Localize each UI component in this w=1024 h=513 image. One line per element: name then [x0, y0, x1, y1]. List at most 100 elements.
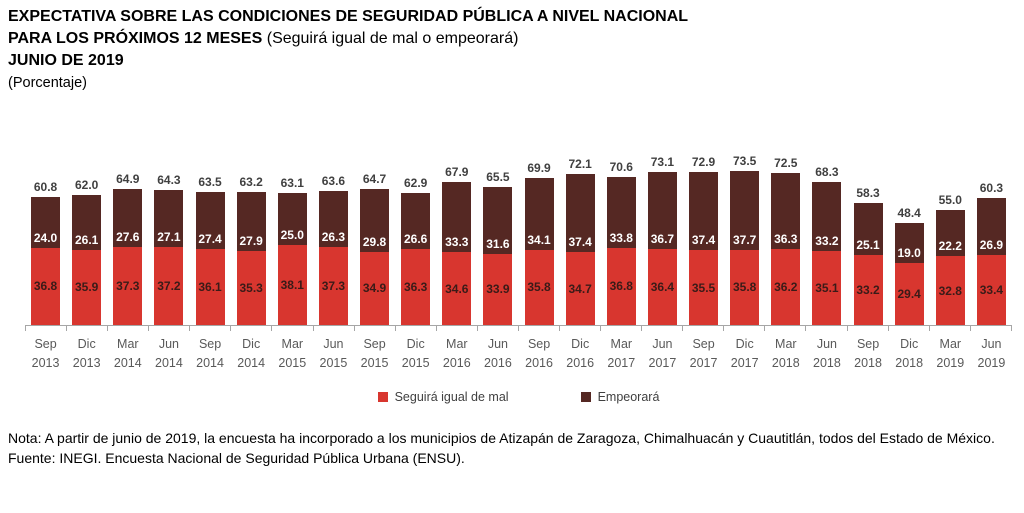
bar-total-label: 70.6 — [609, 159, 633, 174]
x-axis-tick — [272, 326, 314, 331]
bar-value-label-empeorara: 33.2 — [815, 234, 839, 249]
bar-value-label-seguira: 33.4 — [979, 282, 1004, 297]
x-axis-line — [25, 325, 1012, 331]
footnotes: Nota: A partir de junio de 2019, la encu… — [8, 429, 1012, 469]
x-axis-label-year: 2014 — [113, 356, 142, 370]
bar-group: 58.3 25.1 33.2 — [848, 186, 889, 325]
bar-stack: 33.8 36.8 — [606, 176, 636, 325]
bar-group: 73.1 36.7 36.4 — [642, 155, 683, 325]
bar-segment-empeorara: 33.3 — [442, 182, 472, 253]
bar-stack: 27.1 37.2 — [154, 189, 184, 325]
bar-segment-empeorara: 26.9 — [976, 198, 1006, 255]
bar-segment-seguira: 34.6 — [442, 252, 472, 325]
x-axis-label-year: 2013 — [31, 356, 60, 370]
x-axis-tick — [231, 326, 273, 331]
bar-total-label: 65.5 — [486, 170, 510, 185]
title-line-1: EXPECTATIVA SOBRE LAS CONDICIONES DE SEG… — [8, 8, 689, 25]
bar-value-label-empeorara: 26.9 — [979, 237, 1004, 252]
x-axis-label: Jun 2015 — [313, 335, 354, 373]
bar-total-label: 73.5 — [733, 153, 757, 168]
bar-value-label-empeorara: 22.2 — [938, 239, 962, 254]
bar-group: 60.3 26.9 33.4 — [971, 181, 1012, 325]
bar-total-label: 63.1 — [280, 175, 304, 190]
bar-total-label: 68.3 — [815, 164, 839, 179]
bar-value-label-empeorara: 27.6 — [116, 229, 140, 244]
bar-segment-empeorara: 37.7 — [730, 170, 760, 250]
x-axis-label: Sep 2017 — [683, 335, 724, 373]
bar-segment-seguira: 36.3 — [401, 248, 431, 325]
bar-value-label-empeorara: 26.6 — [404, 231, 428, 246]
x-axis-label-year: 2017 — [648, 356, 677, 370]
bar-stack: 26.9 33.4 — [976, 198, 1006, 325]
bar-segment-empeorara: 27.4 — [195, 191, 225, 250]
bar-value-label-seguira: 35.1 — [815, 281, 839, 296]
bar-stack: 22.2 32.8 — [935, 209, 965, 325]
legend-item-seguira: Seguirá igual de mal — [377, 390, 509, 404]
x-axis-label-month: Jun — [323, 337, 344, 351]
bar-stack: 27.9 35.3 — [236, 192, 266, 325]
bar-segment-empeorara: 29.8 — [360, 189, 390, 252]
x-axis-label: Sep 2015 — [354, 335, 395, 373]
bar-value-label-empeorara: 33.3 — [445, 235, 469, 250]
x-axis-label-month: Jun — [981, 337, 1002, 351]
bar-value-label-empeorara: 34.1 — [527, 232, 551, 247]
bar-group: 63.5 27.4 36.1 — [190, 175, 231, 325]
bar-segment-seguira: 34.7 — [565, 252, 595, 325]
x-axis-tick — [67, 326, 109, 331]
bar-value-label-empeorara: 37.4 — [691, 233, 716, 248]
bar-segment-empeorara: 37.4 — [689, 171, 719, 251]
bar-value-label-seguira: 34.7 — [568, 281, 592, 296]
bar-segment-seguira: 36.4 — [647, 248, 677, 325]
x-axis-tick — [108, 326, 150, 331]
bar-segment-seguira: 36.1 — [195, 249, 225, 325]
x-axis-label-month: Jun — [652, 337, 673, 351]
bar-group: 70.6 33.8 36.8 — [601, 160, 642, 325]
legend-label-empeorara: Empeorará — [597, 390, 660, 404]
bar-segment-empeorara: 25.1 — [853, 202, 883, 256]
bar-group: 73.5 37.7 35.8 — [724, 154, 765, 325]
x-axis-tick — [930, 326, 971, 331]
x-axis-label-month: Mar — [281, 337, 304, 351]
x-axis-label-month: Jun — [816, 337, 838, 351]
bar-segment-seguira: 36.2 — [771, 248, 801, 325]
x-axis-tick — [971, 326, 1012, 331]
x-axis-label-month: Mar — [117, 337, 139, 351]
x-axis-label: Sep 2016 — [519, 335, 560, 373]
bar-stack: 33.2 35.1 — [812, 181, 842, 325]
x-axis-label-year: 2016 — [442, 356, 471, 370]
bar-group: 63.1 25.0 38.1 — [272, 175, 313, 325]
bar-group: 72.9 37.4 35.5 — [683, 155, 724, 325]
chart-header: EXPECTATIVA SOBRE LAS CONDICIONES DE SEG… — [0, 0, 1024, 94]
bar-group: 67.9 33.3 34.6 — [436, 165, 477, 325]
x-axis-label-year: 2018 — [895, 356, 924, 370]
note-text: Nota: A partir de junio de 2019, la encu… — [8, 430, 995, 446]
bar-total-label: 48.4 — [897, 206, 921, 221]
bar-value-label-empeorara: 24.0 — [33, 230, 58, 245]
title-line-4: (Porcentaje) — [8, 75, 87, 91]
bar-value-label-empeorara: 27.9 — [239, 233, 263, 248]
x-axis-label-year: 2015 — [360, 356, 389, 370]
x-axis-tick — [190, 326, 232, 331]
bar-value-label-seguira: 36.3 — [404, 279, 428, 294]
x-axis-labels: Sep 2013 Dic 2013 Mar 2014 Jun 2014 Sep 2014 Dic 20… — [25, 335, 1012, 373]
x-axis-label-month: Mar — [775, 337, 797, 351]
bar-stack: 36.3 36.2 — [771, 172, 801, 325]
bar-group: 63.6 26.3 37.3 — [313, 174, 354, 325]
x-axis-tick — [806, 326, 848, 331]
bar-value-label-empeorara: 36.3 — [774, 231, 798, 246]
stacked-bar-chart: 60.8 24.0 36.8 62.0 26.1 35.9 64.9 27.6 37.3 64.3… — [25, 103, 1012, 404]
x-axis-label-year: 2018 — [854, 356, 882, 370]
x-axis-label-month: Dic — [900, 337, 919, 351]
bar-segment-seguira: 35.8 — [524, 249, 554, 325]
x-axis-label-year: 2014 — [237, 356, 266, 370]
bar-value-label-seguira: 36.4 — [650, 279, 675, 294]
x-axis-label: Dic 2016 — [560, 335, 601, 373]
bar-group: 63.2 27.9 35.3 — [231, 175, 272, 325]
legend: Seguirá igual de mal Empeorará — [25, 390, 1012, 404]
bar-value-label-empeorara: 27.4 — [198, 232, 222, 247]
x-axis-tick — [519, 326, 561, 331]
x-axis-label: Jun 2016 — [477, 335, 518, 373]
x-axis-label: Sep 2013 — [25, 335, 66, 373]
bar-value-label-empeorara: 37.4 — [568, 235, 592, 250]
